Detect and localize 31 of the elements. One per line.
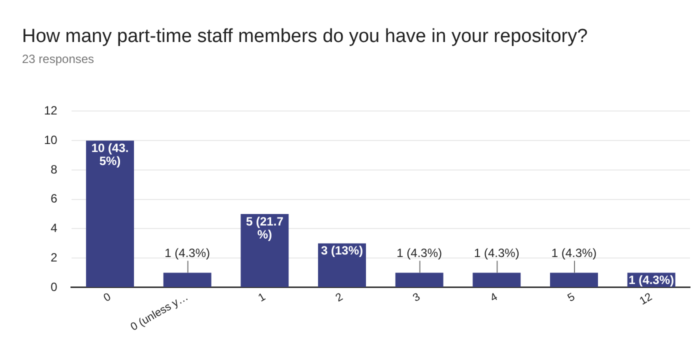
data-label: 3 (13%) [320, 244, 364, 258]
y-tick-label: 4 [50, 221, 58, 236]
data-label: 1 (4.3%) [164, 246, 210, 260]
data-label: 1 (4.3%) [628, 273, 674, 288]
x-tick-label: 5 [566, 291, 578, 304]
y-tick-label: 10 [44, 132, 58, 147]
data-label: 1 (4.3%) [551, 246, 597, 260]
x-tick-label: 12 [638, 291, 654, 308]
data-label: 1 (4.3%) [474, 246, 520, 260]
data-label: 5 (21.7%) [246, 214, 284, 242]
data-label: 10 (43.5%) [91, 140, 129, 168]
data-label: 1 (4.3%) [396, 246, 442, 260]
y-tick-label: 2 [50, 250, 58, 264]
y-tick-label: 0 [50, 280, 58, 294]
bar [86, 140, 134, 287]
y-tick-label: 6 [50, 192, 58, 206]
x-tick-label: 3 [411, 291, 422, 304]
y-tick-label: 8 [50, 162, 58, 176]
bar [240, 214, 289, 287]
bar [395, 272, 444, 287]
bar [318, 243, 366, 287]
bar [550, 272, 598, 287]
chart-subtitle: 23 responses [22, 52, 94, 66]
y-tick-label: 12 [44, 104, 58, 118]
bar [472, 272, 521, 287]
chart-title: How many part-time staff members do you have in your repository? [22, 26, 588, 48]
x-tick-label: 4 [488, 291, 500, 304]
x-tick-label: 2 [334, 291, 346, 304]
x-tick-label: 0 [102, 291, 114, 304]
bar [163, 272, 212, 287]
x-tick-label: 1 [256, 291, 268, 304]
